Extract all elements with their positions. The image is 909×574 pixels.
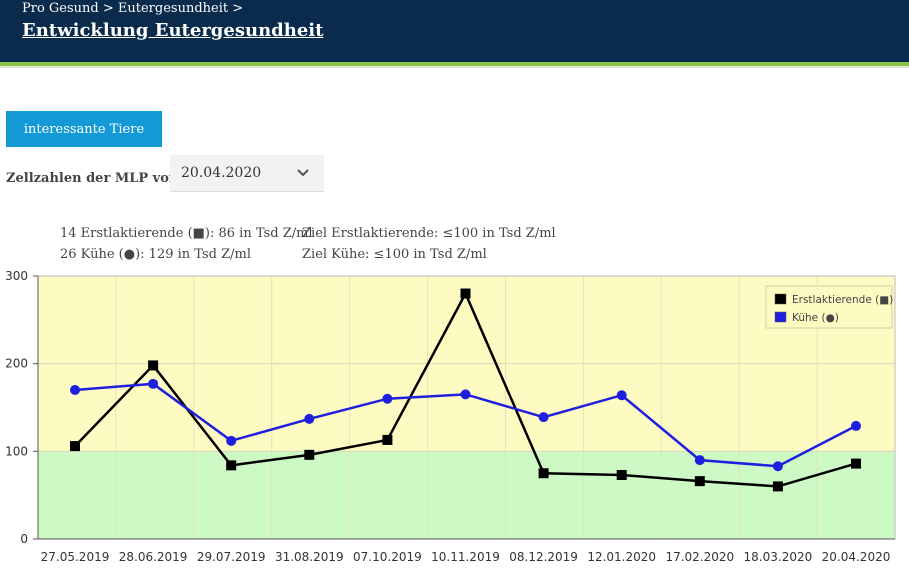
interesting-animals-button[interactable]: interessante Tiere — [6, 111, 162, 147]
data-point-first-lact — [772, 481, 783, 492]
mlp-date-label: Zellzahlen der MLP vom — [6, 171, 183, 186]
data-point-first-lact — [851, 458, 861, 469]
x-tick-label: 28.06.2019 — [119, 550, 188, 564]
x-tick-label: 27.05.2019 — [41, 550, 110, 564]
data-point-first-lact — [226, 460, 237, 471]
data-point-first-lact — [460, 288, 471, 299]
cows-summary: 26 Kühe (●): 129 in Tsd Z/ml — [60, 247, 252, 262]
data-point-cows — [304, 413, 315, 424]
first-lact-target: Ziel Erstlaktierende: ≤100 in Tsd Z/ml — [302, 226, 556, 241]
x-tick-label: 20.04.2020 — [822, 550, 891, 564]
data-point-cows — [382, 393, 393, 404]
x-tick-label: 12.01.2020 — [587, 550, 656, 564]
data-point-first-lact — [304, 449, 315, 460]
x-tick-label: 10.11.2019 — [431, 550, 500, 564]
header-divider — [0, 66, 909, 68]
data-point-cows — [70, 384, 80, 395]
data-point-first-lact — [70, 441, 80, 452]
data-point-cows — [851, 420, 861, 431]
legend-swatch — [774, 311, 787, 323]
x-tick-label: 08.12.2019 — [509, 550, 578, 564]
first-lact-summary: 14 Erstlaktierende (■): 86 in Tsd Z/ml — [60, 226, 313, 241]
data-point-cows — [148, 378, 159, 389]
y-tick-label: 300 — [5, 269, 28, 283]
x-tick-label: 07.10.2019 — [353, 550, 422, 564]
data-point-first-lact — [538, 468, 549, 479]
x-tick-label: 18.03.2020 — [744, 550, 813, 564]
data-point-first-lact — [694, 476, 705, 487]
chart-legend — [765, 285, 893, 329]
x-tick-label: 17.02.2020 — [665, 550, 734, 564]
app-header: Pro Gesund > Eutergesundheit > Entwicklu… — [0, 0, 909, 62]
data-point-cows — [616, 390, 627, 401]
x-tick-label: 31.08.2019 — [275, 550, 344, 564]
data-point-first-lact — [148, 360, 159, 371]
chevron-down-icon — [297, 169, 309, 177]
legend-label: Erstlaktierende (■) — [792, 294, 893, 306]
data-point-cows — [460, 389, 471, 400]
cell-count-chart: 0 100 200 300 27.05.2019 28.06.2019 29.07.2019… — [5, 269, 896, 564]
cows-target: Ziel Kühe: ≤100 in Tsd Z/ml — [302, 247, 487, 262]
y-tick-label: 100 — [5, 444, 28, 458]
mlp-date-select[interactable]: 20.04.2020 — [170, 155, 324, 192]
data-point-cows — [538, 412, 549, 423]
data-point-first-lact — [616, 470, 627, 481]
mlp-date-value: 20.04.2020 — [181, 165, 262, 181]
header-accent-stripe — [0, 62, 909, 66]
y-tick-label: 0 — [20, 532, 28, 546]
target-met-zone — [38, 451, 895, 539]
page-title: Entwicklung Eutergesundheit — [22, 20, 324, 41]
data-point-cows — [772, 461, 783, 472]
legend-label: Kühe (●) — [792, 312, 839, 324]
legend-swatch — [774, 293, 787, 305]
data-point-first-lact — [382, 434, 393, 445]
y-tick-label: 200 — [5, 357, 28, 371]
data-point-cows — [694, 455, 705, 466]
data-point-cows — [226, 435, 237, 446]
breadcrumb[interactable]: Pro Gesund > Eutergesundheit > — [22, 1, 244, 16]
x-tick-label: 29.07.2019 — [197, 550, 266, 564]
